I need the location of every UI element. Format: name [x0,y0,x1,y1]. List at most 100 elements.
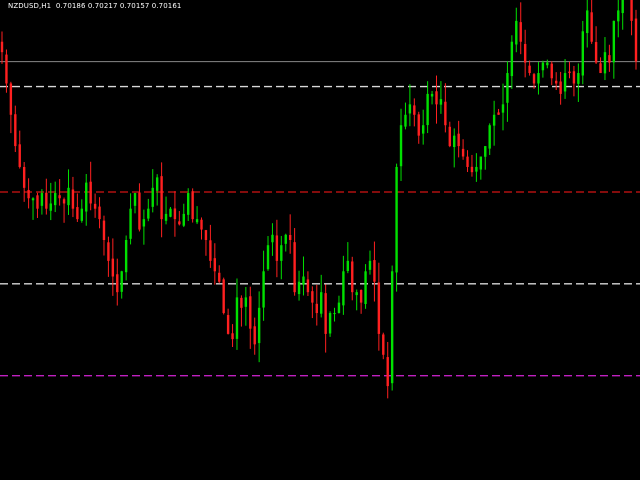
candle-body [178,221,181,225]
candle-body [45,192,48,209]
candle-body [355,292,358,296]
candle-body [559,81,562,94]
candle-body [288,234,292,240]
candle-body [62,199,66,204]
candle-body [324,293,327,334]
candle-body [523,43,527,63]
candle-body [359,289,363,303]
candle-body [342,271,345,306]
candle-body [226,315,230,334]
candle-body [457,133,460,147]
candle-body [249,296,252,329]
candle-body [187,193,190,215]
candle-body [621,0,624,14]
candle-body [284,234,287,244]
candle-body [151,187,154,207]
candle-body [200,219,203,230]
candle-body [218,272,221,282]
candle-body [297,281,301,295]
candle-body [244,297,248,307]
candle-body [98,206,101,220]
candle-body [413,105,416,115]
candle-body [390,271,394,384]
candle-body [195,219,199,223]
candle-body [586,10,589,34]
candle-body [408,104,412,114]
candles [0,0,638,399]
candle-body [435,91,438,105]
candle-body [271,234,274,243]
candle-body [85,182,88,212]
candle-body [590,12,593,42]
candle-body [634,18,638,62]
candle-body [124,240,128,273]
candle-body [58,195,61,199]
candle-body [89,181,92,204]
candle-body [475,166,478,172]
candle-body [568,71,571,74]
candle-body [572,71,576,84]
candle-body [577,73,580,84]
candle-body [120,271,123,292]
candle-body [444,101,447,126]
symbol-label: NZDUSD,H1 [8,2,52,10]
candle-body [266,245,270,270]
candle-body [417,114,420,136]
candle-body [280,245,283,261]
candle-body [470,166,474,173]
candle-body [351,261,354,293]
candle-body [275,235,279,261]
candle-body [18,144,21,167]
candle-body [594,42,598,63]
candle-body [80,208,84,221]
candle-body [466,156,469,167]
candle-body [222,279,225,314]
candle-body [382,334,385,355]
candle-body [612,20,616,63]
candle-body [608,55,611,63]
candle-body [510,41,514,77]
candle-body [231,333,234,340]
candle-body [541,62,545,71]
candle-body [49,203,52,211]
candle-body [22,166,26,188]
candle-body [550,63,553,79]
candle-body [160,176,163,220]
candle-body [364,271,367,304]
candle-body [76,207,79,220]
candle-body [453,135,456,148]
candle-body [328,313,332,334]
candle-body [71,189,75,209]
candle-body [9,83,13,115]
candle-body [40,193,44,206]
candle-body [102,220,106,240]
candle-body [537,73,540,84]
candle-body [386,357,389,387]
candle-body [129,208,132,239]
candle-body [293,242,296,293]
candle-body [0,41,4,53]
candle-body [563,73,567,92]
candle-body [532,74,536,84]
candle-body [14,114,17,147]
candle-body [501,104,505,113]
candle-body [603,52,607,74]
candle-body [306,279,310,293]
candle-body [497,112,500,115]
candle-body [191,191,194,220]
candle-body [302,276,305,285]
candle-body [346,260,350,271]
candle-body [461,148,465,157]
candle-body [404,114,407,127]
ohlc-values: 0.70186 0.70217 0.70157 0.70161 [55,2,182,10]
candle-body [554,80,558,84]
candle-body [253,326,256,345]
candle-body [111,258,115,277]
candle-body [617,10,620,22]
candle-body [164,213,168,221]
candle-body [138,192,141,230]
candle-body [311,291,314,303]
candle-body [262,271,265,308]
